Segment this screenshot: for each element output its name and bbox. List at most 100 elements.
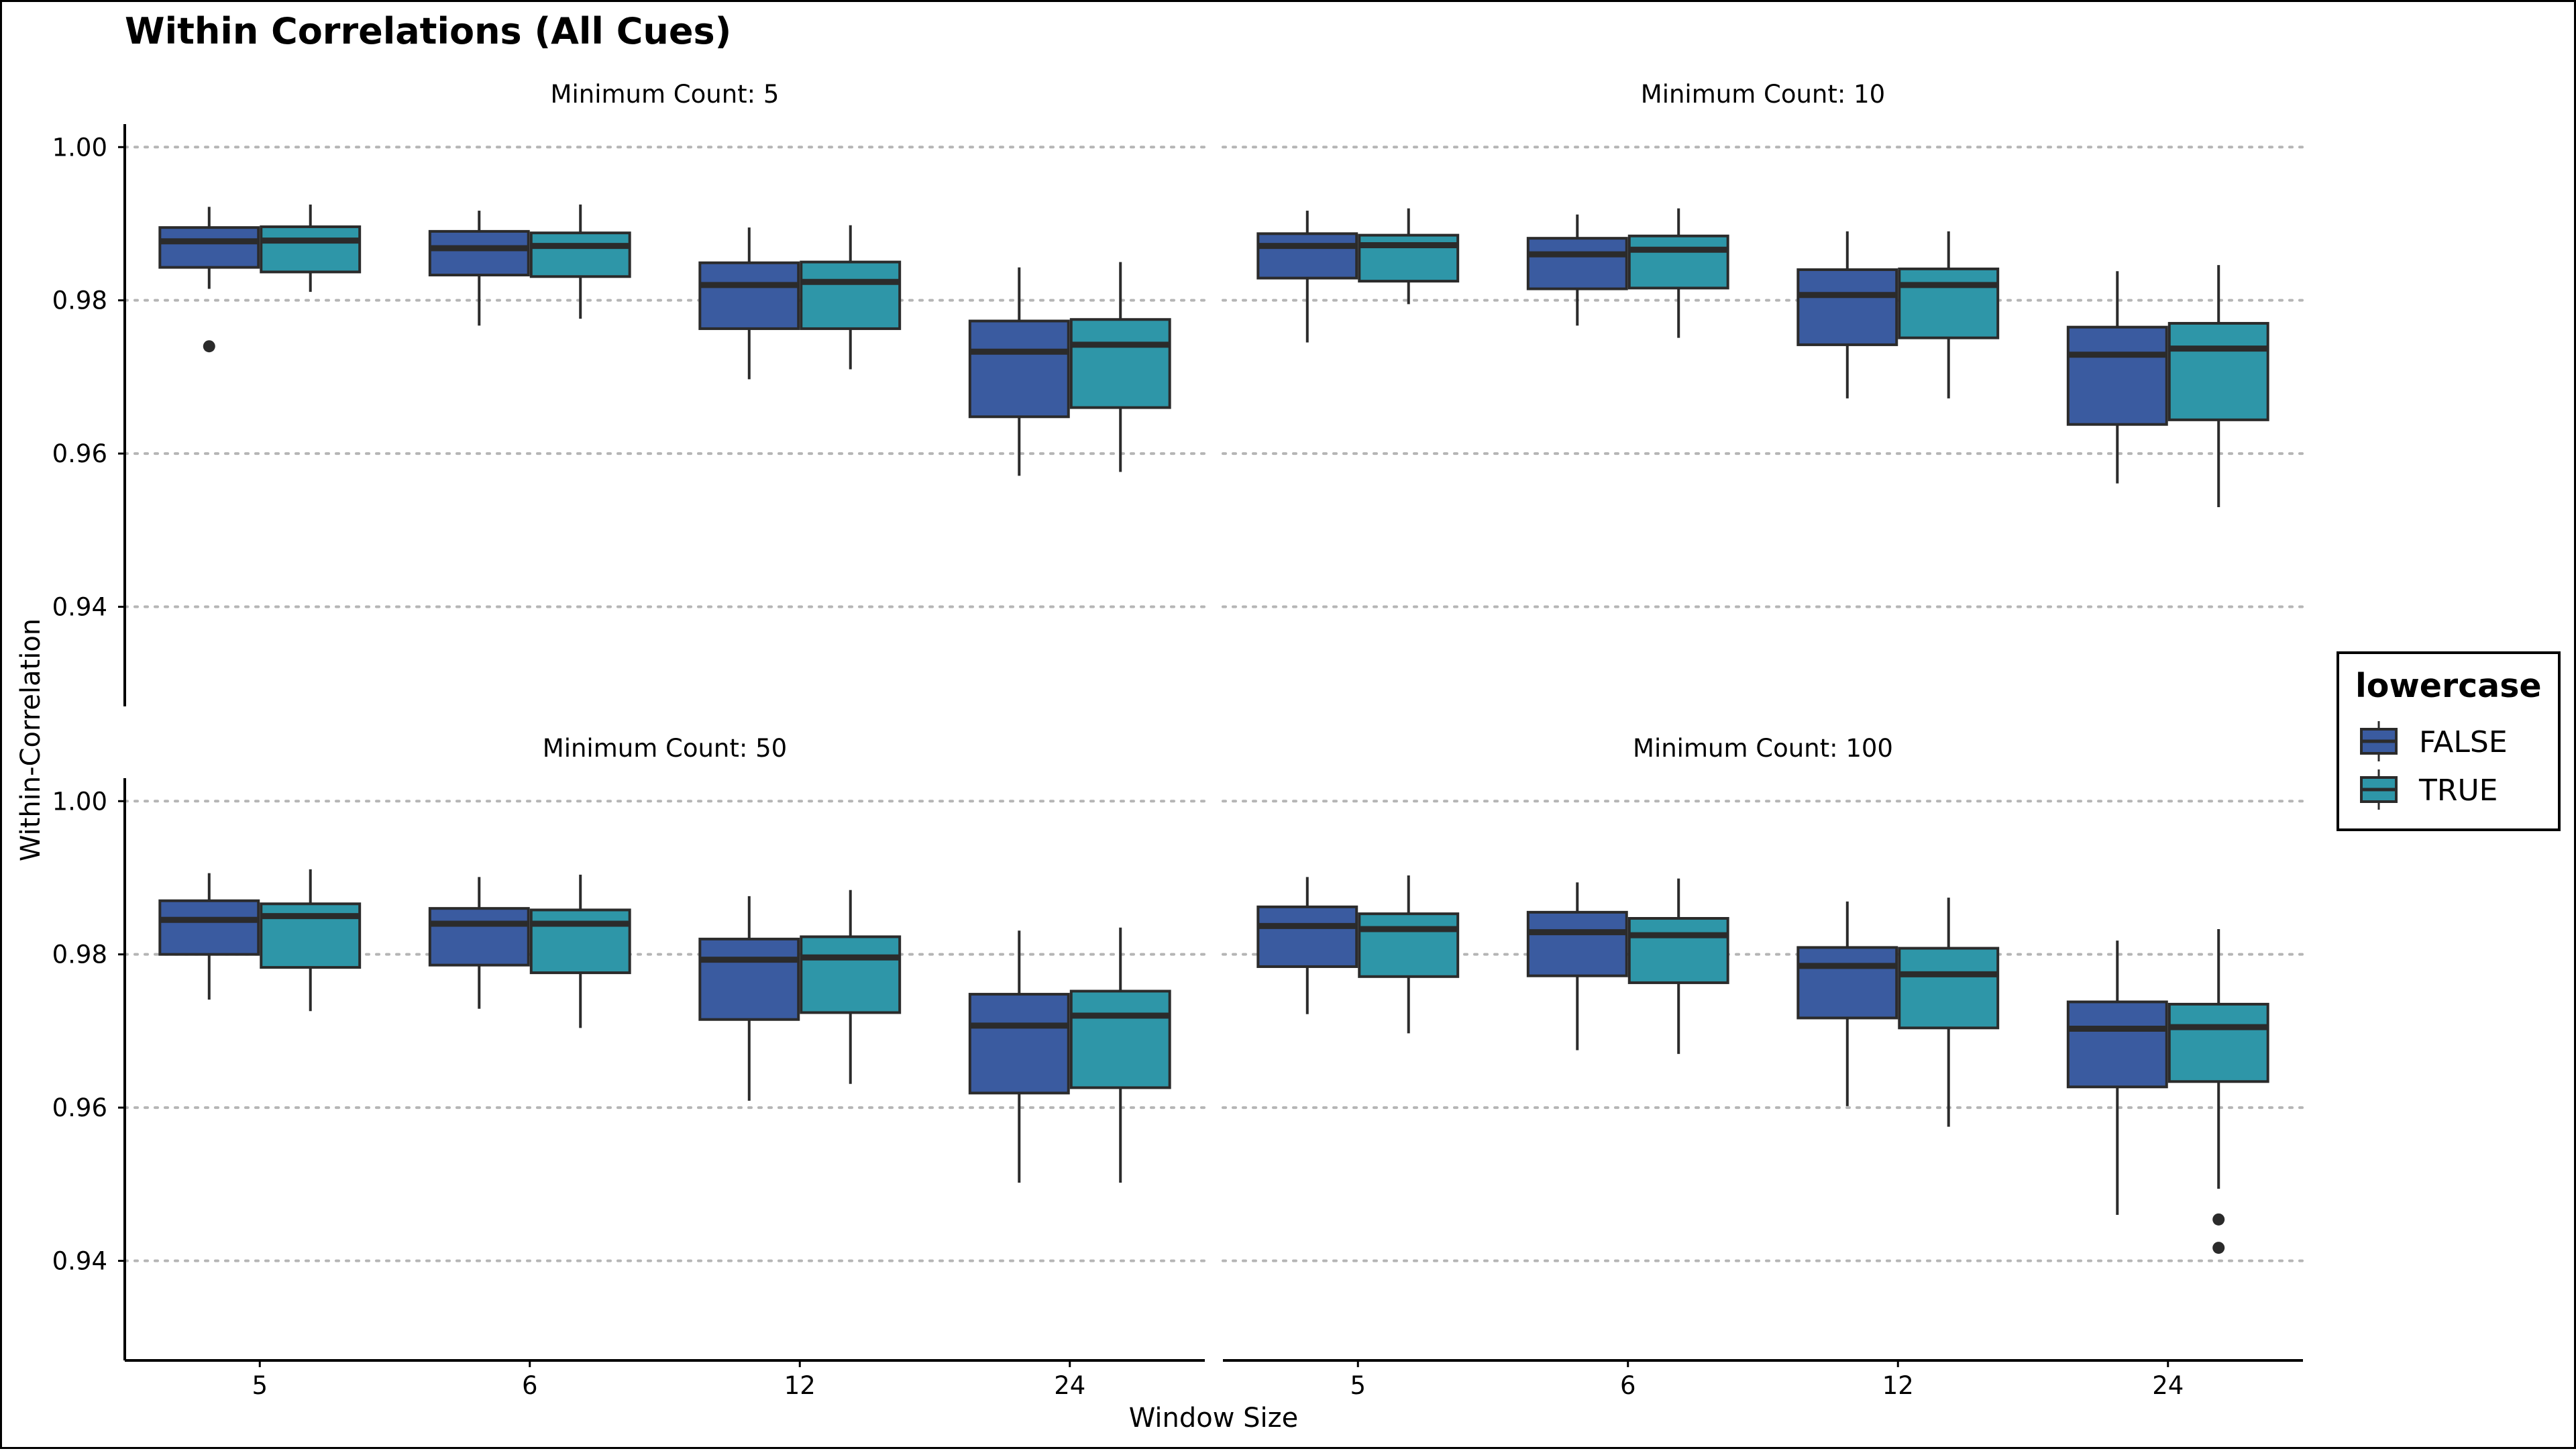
iqr-box	[1898, 947, 2000, 1030]
iqr-box	[1796, 946, 1898, 1020]
box-true	[2167, 265, 2269, 508]
x-tick-label: 12	[784, 1371, 816, 1400]
box-true	[1627, 208, 1729, 338]
x-tick-label: 6	[1620, 1371, 1636, 1400]
box-false	[1796, 901, 1898, 1106]
box-false	[1796, 231, 1898, 398]
iqr-box	[428, 229, 530, 276]
iqr-box	[1069, 318, 1171, 409]
iqr-box	[529, 908, 631, 975]
legend: lowercase FALSE TRUE	[2337, 651, 2561, 831]
y-tick-label: 0.96	[52, 1093, 107, 1122]
iqr-box	[158, 226, 260, 269]
box-false	[428, 211, 530, 326]
iqr-box	[800, 260, 902, 330]
box-false	[968, 930, 1070, 1183]
box-false	[698, 227, 800, 380]
box-true	[1069, 927, 1171, 1183]
box-false	[158, 873, 260, 1000]
facet-strip-label: Minimum Count: 50	[543, 734, 787, 763]
iqr-box	[968, 319, 1070, 419]
iqr-box	[1069, 989, 1171, 1089]
x-tick-label: 24	[1054, 1371, 1085, 1400]
box-true	[800, 890, 902, 1084]
iqr-box	[1796, 268, 1898, 346]
iqr-box	[1898, 267, 2000, 339]
box-true	[1358, 875, 1460, 1034]
facet-panel: Minimum Count: 5 0.94 0.96 0.98 1.00	[52, 80, 1206, 706]
box-true	[260, 869, 362, 1012]
box-false	[698, 896, 800, 1101]
box-true	[529, 204, 631, 319]
iqr-box	[2066, 1000, 2168, 1089]
box-true	[2167, 928, 2269, 1254]
box-false	[1526, 214, 1628, 326]
box-true	[1358, 208, 1460, 305]
iqr-box	[968, 993, 1070, 1095]
iqr-box	[800, 935, 902, 1014]
box-true	[1898, 898, 2000, 1127]
box-true	[529, 874, 631, 1028]
iqr-box	[2066, 325, 2168, 426]
iqr-box	[1256, 232, 1358, 280]
x-axis-title: Window Size	[1129, 1403, 1299, 1434]
x-tick-label: 24	[2152, 1371, 2184, 1400]
iqr-box	[2167, 1002, 2269, 1083]
x-tick-label: 12	[1882, 1371, 1914, 1400]
facet-strip-label: Minimum Count: 10	[1641, 80, 1885, 109]
legend-title: lowercase	[2355, 667, 2542, 705]
y-axis-title: Within-Correlation	[15, 619, 46, 861]
y-tick-label: 1.00	[52, 133, 107, 162]
y-tick-label: 1.00	[52, 787, 107, 816]
y-tick-label: 0.94	[52, 593, 107, 622]
box-false	[2066, 271, 2168, 484]
facet-panel: Minimum Count: 10	[1222, 80, 2304, 608]
iqr-box	[1526, 910, 1628, 977]
box-false	[1256, 877, 1358, 1014]
facet-strip-label: Minimum Count: 100	[1633, 734, 1893, 763]
box-true	[260, 204, 362, 292]
box-true	[1069, 262, 1171, 472]
outlier-point	[2212, 1213, 2225, 1226]
box-false	[1256, 211, 1358, 343]
iqr-box	[1358, 912, 1460, 978]
x-tick-label: 6	[522, 1371, 538, 1400]
y-tick-label: 0.98	[52, 941, 107, 969]
iqr-box	[698, 937, 800, 1021]
box-true	[1627, 878, 1729, 1055]
iqr-box	[1627, 234, 1729, 290]
y-tick-label: 0.94	[52, 1247, 107, 1276]
iqr-box	[260, 225, 362, 274]
box-false	[2066, 941, 2168, 1215]
box-false	[1526, 882, 1628, 1051]
box-true	[1898, 231, 2000, 398]
outlier-point	[203, 340, 215, 353]
iqr-box	[158, 899, 260, 956]
box-false	[968, 267, 1070, 476]
y-tick-label: 0.96	[52, 439, 107, 468]
box-false	[158, 207, 260, 353]
iqr-box	[1358, 233, 1460, 283]
iqr-box	[529, 231, 631, 278]
iqr-box	[2167, 321, 2269, 421]
legend-label: TRUE	[2418, 773, 2498, 808]
chart-title: Within Correlations (All Cues)	[125, 10, 731, 52]
iqr-box	[1627, 917, 1729, 984]
y-tick-label: 0.98	[52, 286, 107, 315]
box-false	[428, 877, 530, 1009]
x-tick-label: 5	[1350, 1371, 1366, 1400]
iqr-box	[428, 907, 530, 967]
iqr-box	[698, 261, 800, 330]
facet-strip-label: Minimum Count: 5	[551, 80, 780, 109]
iqr-box	[1256, 905, 1358, 968]
box-true	[800, 225, 902, 370]
iqr-box	[1526, 237, 1628, 290]
facet-panel: Minimum Count: 50 0.94 0.96 0.98 1.00 5 6 12 24	[52, 734, 1206, 1400]
outlier-point	[2212, 1242, 2225, 1254]
panels: Minimum Count: 50.940.960.981.00Minimum …	[52, 80, 2304, 1400]
x-tick-label: 5	[252, 1371, 268, 1400]
legend-label: FALSE	[2419, 725, 2508, 759]
